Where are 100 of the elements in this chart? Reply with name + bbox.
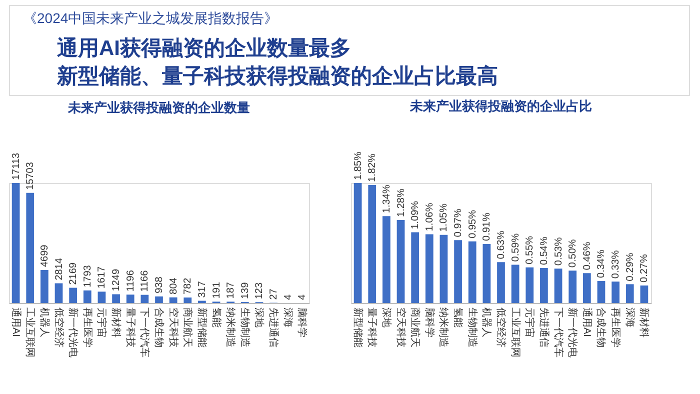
x-tick-label: 新材料	[110, 308, 122, 338]
bar	[554, 268, 562, 303]
bar	[83, 290, 92, 303]
data-label: 1196	[125, 270, 136, 292]
data-label: 187	[226, 282, 237, 299]
data-label: 0.50%	[568, 239, 579, 268]
x-tick-label: 量子科技	[366, 308, 378, 348]
data-label: 1.34%	[381, 184, 392, 214]
data-label: 1793	[82, 264, 94, 288]
data-label: 0.95%	[467, 210, 478, 238]
bar	[640, 285, 648, 303]
data-label: 938	[154, 276, 165, 294]
bar	[354, 183, 362, 303]
bar	[112, 294, 120, 303]
data-label: 0.97%	[453, 208, 464, 238]
x-tick-label: 空天科技	[394, 308, 407, 348]
data-label: 2814	[54, 258, 65, 280]
x-tick-label: 元宇宙	[96, 308, 108, 338]
data-label: 27	[268, 288, 280, 300]
bar	[411, 232, 420, 303]
x-tick-label: 通用AI	[580, 308, 593, 337]
data-label: 1.09%	[410, 200, 422, 230]
data-label: 1617	[96, 266, 108, 289]
data-label: 1.28%	[396, 188, 407, 217]
x-tick-label: 氢能	[452, 308, 464, 328]
x-tick-label: 通用AI	[10, 308, 22, 337]
data-label: 2169	[68, 262, 80, 285]
data-label: 804	[168, 277, 180, 294]
x-tick-label: 商业航天	[409, 308, 422, 348]
bar	[425, 234, 434, 303]
bar	[169, 297, 178, 303]
x-tick-label: 元宇宙	[524, 308, 536, 338]
data-label: 1.85%	[352, 152, 364, 180]
data-label: 0.63%	[496, 230, 507, 260]
bar	[382, 216, 390, 303]
x-tick-label: 深地	[380, 308, 392, 328]
bar	[12, 183, 20, 303]
x-tick-label: 先进通信	[538, 308, 550, 348]
x-tick-label: 机器人	[480, 308, 493, 338]
text: 新型储能、量子科技获得投融资的企业占比最高	[56, 64, 498, 88]
bar	[69, 288, 78, 303]
data-label: 0.34%	[596, 249, 608, 278]
chart-title: 未来产业获得投融资的企业数量	[67, 100, 250, 115]
x-tick-label: 下一代汽车	[552, 308, 564, 358]
bar	[497, 262, 505, 303]
bar	[155, 296, 163, 303]
bar	[26, 192, 34, 303]
bar	[184, 298, 192, 303]
data-label: 4	[297, 294, 308, 300]
x-tick-label: 新型储能	[352, 308, 364, 348]
data-label: 4	[282, 294, 294, 300]
text: 通用AI获得融资的企业数量最多	[56, 37, 351, 60]
x-tick-label: 生物制造	[466, 308, 478, 348]
data-label: 0.27%	[639, 254, 650, 282]
x-tick-label: 量子科技	[124, 308, 136, 348]
data-label: 0.29%	[624, 252, 636, 282]
data-label: 1.05%	[438, 203, 450, 232]
x-tick-label: 再生医学	[81, 308, 94, 348]
bar	[98, 292, 106, 303]
data-label: 0.53%	[553, 237, 564, 266]
data-label: 17113	[10, 152, 22, 180]
bar	[626, 284, 634, 303]
bar	[568, 270, 577, 303]
x-tick-label: 深地	[253, 308, 266, 328]
data-label: 0.91%	[482, 212, 493, 241]
text: 《2024中国未来产业之城发展指数报告》	[23, 10, 278, 26]
x-tick-label: 深海	[624, 308, 636, 328]
data-label: 1.82%	[367, 153, 378, 182]
x-tick-label: 先进通信	[268, 308, 280, 348]
x-tick-label: 纳米制造	[224, 308, 237, 348]
x-tick-label: 新型储能	[196, 308, 208, 348]
bar	[526, 267, 534, 303]
x-tick-label: 纳米制造	[438, 308, 450, 348]
bar	[597, 280, 606, 303]
bar	[396, 220, 405, 303]
x-tick-label: 低空经济	[52, 308, 65, 348]
data-label: 0.59%	[510, 233, 522, 262]
x-tick-label: 工业互联网	[509, 308, 522, 358]
x-tick-label: 脑科学	[296, 308, 308, 338]
bar	[468, 241, 476, 303]
x-tick-label: 空天科技	[167, 308, 180, 348]
data-label: 191	[211, 282, 222, 299]
data-label: 0.55%	[524, 236, 536, 264]
x-tick-label: 机器人	[38, 308, 50, 338]
bar	[126, 294, 134, 303]
bar	[54, 283, 63, 303]
data-label: 0.33%	[610, 250, 622, 279]
bar	[582, 273, 591, 303]
x-tick-label: 新一代光电	[67, 308, 80, 358]
bar	[511, 264, 520, 303]
x-tick-label: 合成生物	[153, 308, 165, 348]
bar	[482, 244, 491, 303]
data-label: 4699	[39, 244, 50, 268]
data-label: 0.54%	[538, 236, 550, 265]
x-tick-label: 新材料	[638, 308, 650, 338]
x-tick-label: 合成生物	[595, 308, 608, 348]
x-tick-label: 新一代光电	[566, 308, 579, 358]
x-tick-label: 氢能	[210, 308, 222, 328]
data-label: 782	[182, 277, 194, 295]
bar	[540, 268, 548, 303]
